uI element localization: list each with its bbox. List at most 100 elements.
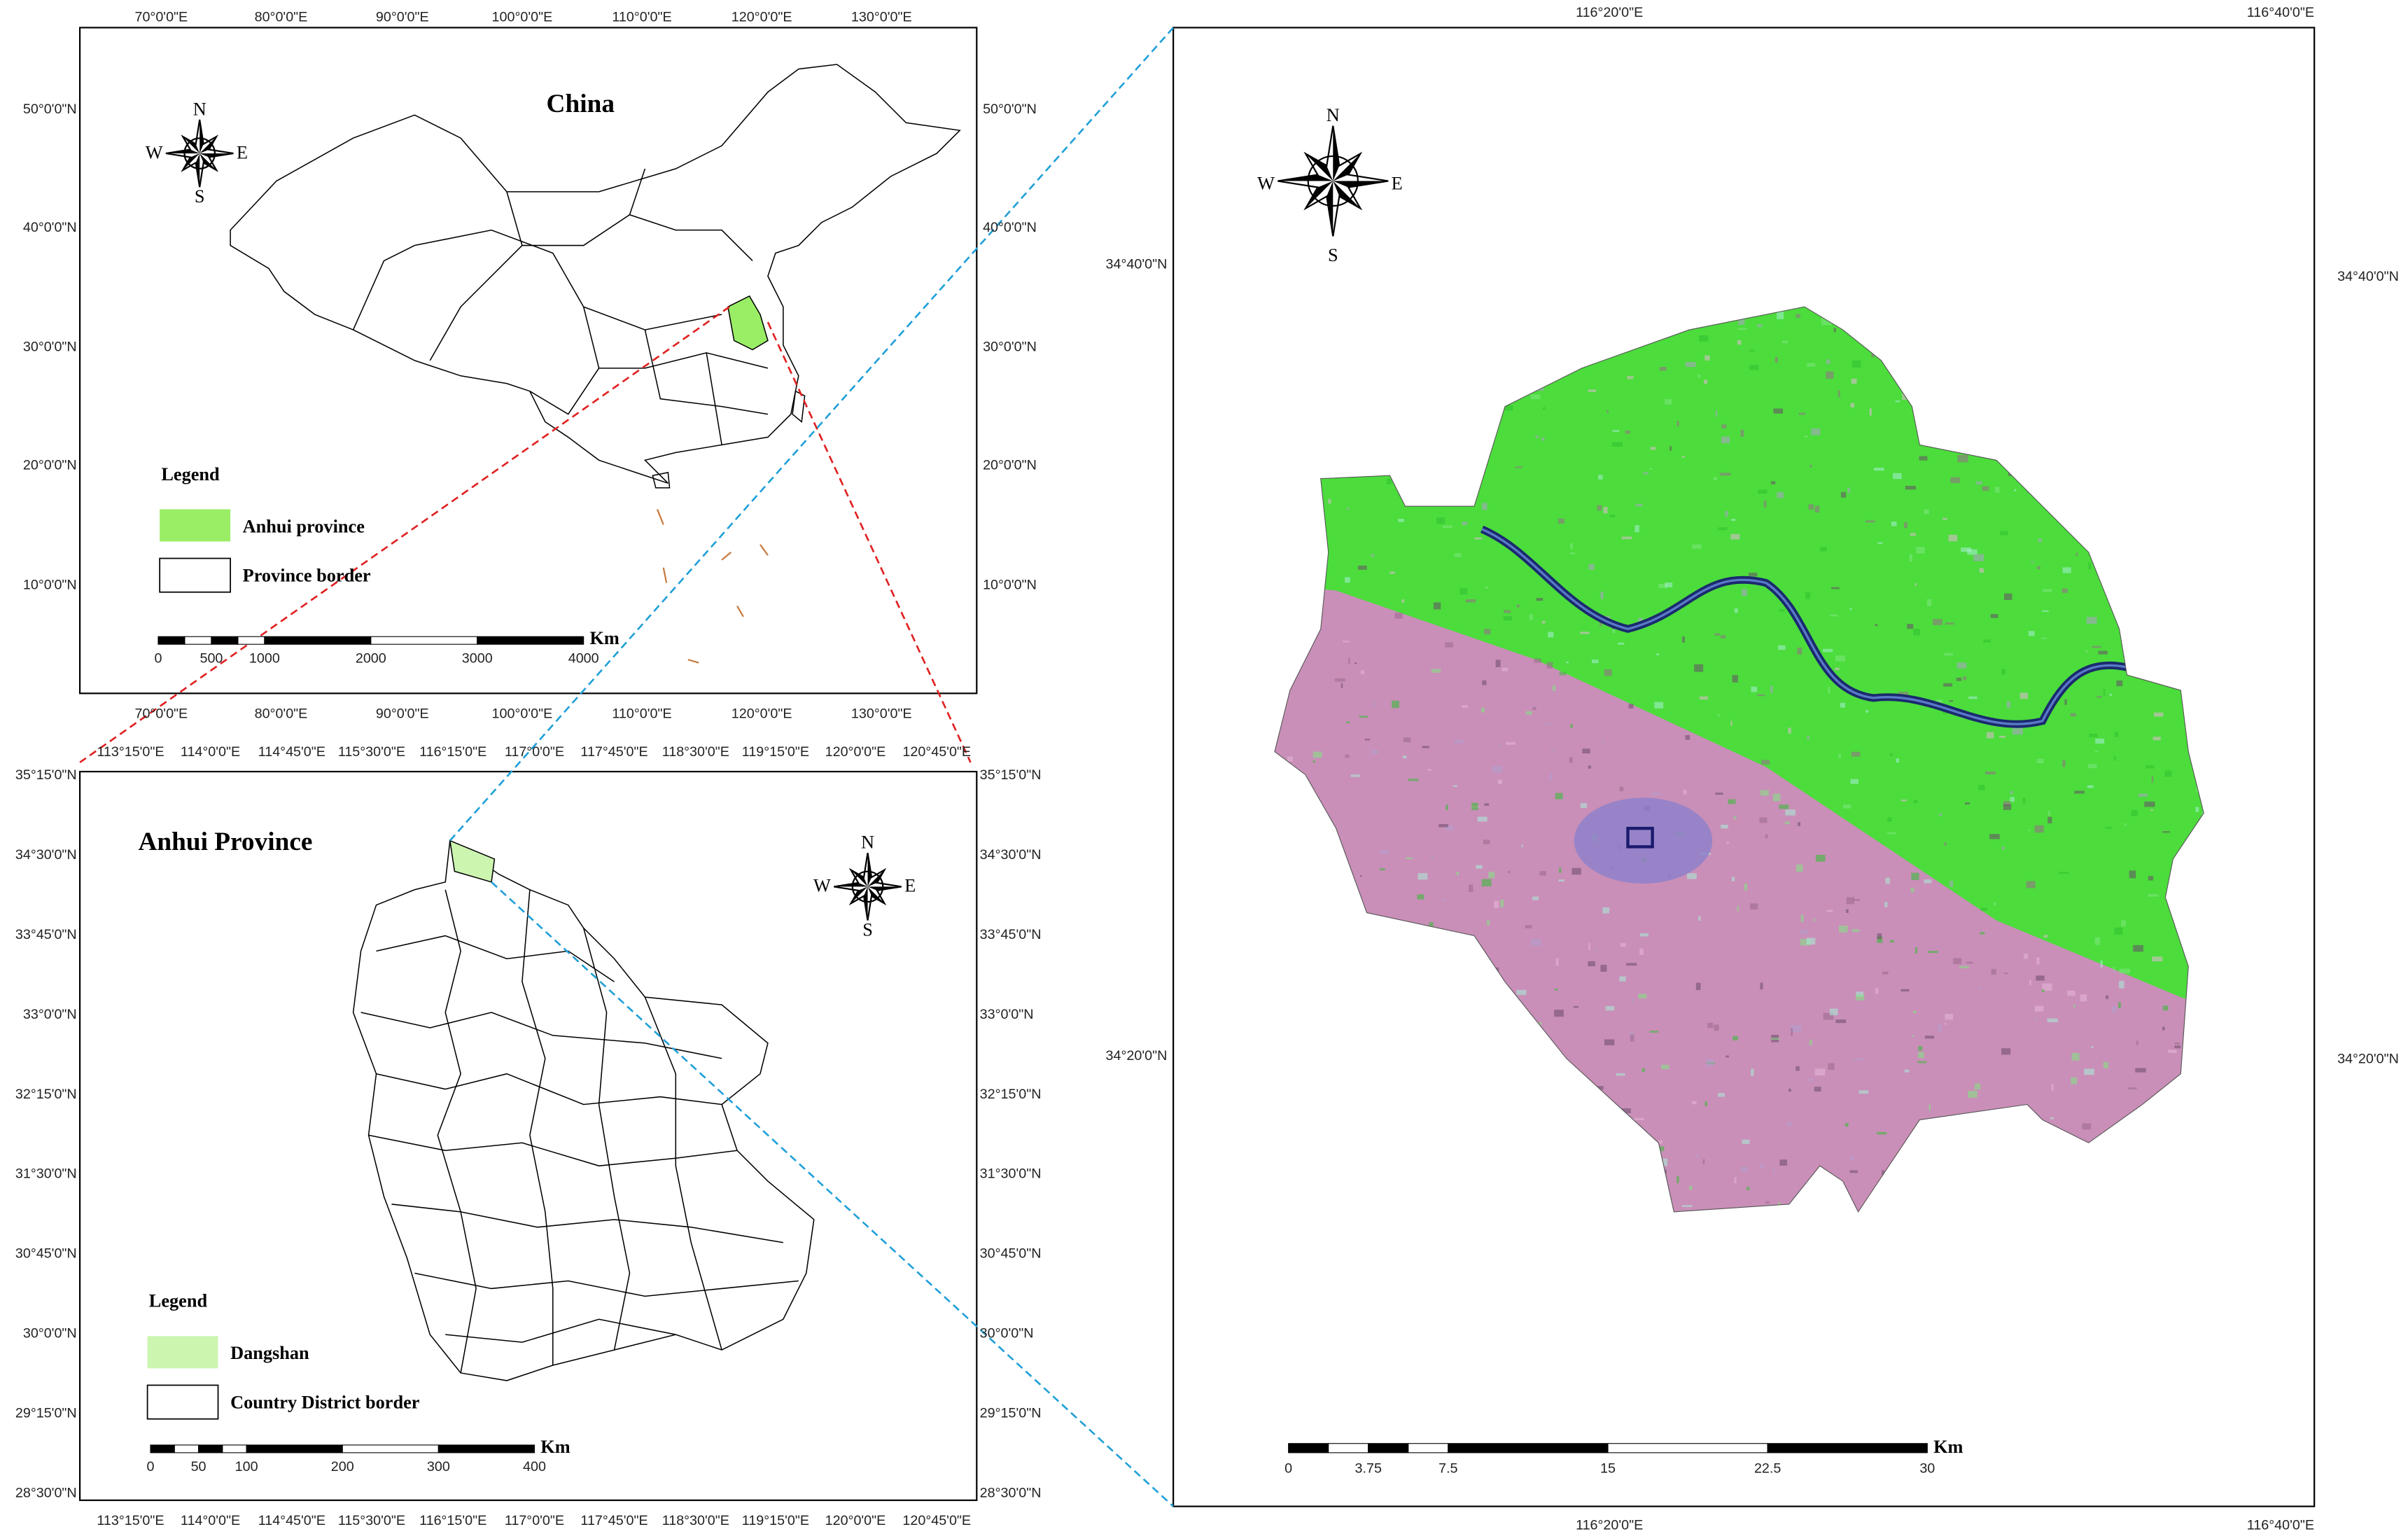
texture	[2113, 967, 2115, 971]
texture	[2028, 631, 2035, 636]
texture	[1771, 1038, 1780, 1040]
texture	[1485, 586, 1488, 589]
compass-ray	[165, 149, 200, 154]
texture	[1569, 552, 1576, 555]
texture	[1798, 412, 1806, 415]
texture	[1616, 1073, 1625, 1076]
texture	[1445, 642, 1454, 648]
texture	[1749, 365, 1759, 370]
texture	[2001, 1048, 2011, 1055]
texture	[2006, 701, 2011, 709]
lon-label: 117°45'0"E	[580, 744, 648, 760]
lon-label: 110°0'0"E	[612, 10, 671, 25]
lon-label: 117°0'0"E	[505, 1513, 564, 1528]
texture	[1418, 873, 1428, 880]
texture	[1634, 524, 1639, 533]
texture	[1422, 746, 1429, 748]
texture	[2162, 831, 2170, 833]
texture	[1713, 477, 1718, 480]
texture	[1484, 803, 1489, 806]
texture	[2073, 1004, 2076, 1007]
texture	[1933, 619, 1942, 625]
texture	[1442, 898, 1447, 901]
lon-label: 116°20'0"E	[1576, 1517, 1643, 1533]
texture	[1715, 410, 1718, 417]
texture	[1945, 622, 1954, 625]
texture	[1446, 804, 1448, 811]
texture	[2133, 944, 2143, 952]
texture	[1849, 607, 1852, 611]
lon-label: 113°15'0"E	[97, 744, 164, 760]
texture	[2026, 881, 2036, 888]
texture	[1742, 1139, 1750, 1144]
texture	[1371, 749, 1379, 755]
lat-label: 31°30'0"N	[980, 1166, 1042, 1182]
texture	[2162, 1026, 2165, 1031]
texture	[1865, 710, 1869, 713]
compass-ray	[863, 886, 868, 921]
texture	[1656, 653, 1660, 655]
lon-label: 117°0'0"E	[505, 744, 564, 760]
texture	[1611, 628, 1616, 634]
texture	[1811, 428, 1821, 435]
texture	[2034, 825, 2044, 833]
texture	[1839, 926, 1848, 933]
texture	[1619, 976, 1626, 982]
texture	[1851, 751, 1861, 757]
texture	[1744, 883, 1747, 891]
texture	[1748, 572, 1758, 577]
china-outline	[230, 64, 961, 664]
texture	[2064, 699, 2067, 705]
texture	[1877, 1131, 1887, 1135]
compass-ray	[200, 119, 204, 154]
lon-label: 113°15'0"E	[97, 1513, 164, 1528]
texture	[1596, 1086, 1604, 1090]
texture	[1604, 1039, 1615, 1045]
texture	[1688, 1185, 1693, 1190]
texture	[1815, 854, 1826, 862]
compass-ring	[1307, 155, 1359, 207]
texture	[2042, 983, 2052, 991]
texture	[1896, 758, 1900, 763]
scale-label: 15	[1600, 1460, 1616, 1476]
lat-label: 30°45'0"N	[980, 1246, 1042, 1262]
lat-label: 34°20'0"N	[2337, 1051, 2399, 1066]
texture	[1966, 961, 1973, 964]
scale-segment	[1448, 1443, 1609, 1453]
texture	[2135, 1068, 2146, 1073]
texture	[1737, 905, 1740, 912]
texture	[1650, 447, 1656, 450]
texture	[1312, 751, 1322, 758]
texture	[1507, 871, 1511, 873]
texture	[1856, 991, 1864, 997]
texture	[1658, 1140, 1662, 1144]
texture	[1371, 554, 1375, 557]
texture	[2147, 894, 2159, 897]
texture	[1676, 421, 1679, 426]
lat-label: 28°30'0"N	[980, 1485, 1042, 1500]
texture	[1532, 896, 1539, 900]
texture	[1763, 501, 1767, 508]
texture	[2089, 734, 2098, 737]
texture	[2096, 696, 2102, 698]
texture	[1682, 636, 1685, 643]
texture	[1431, 855, 1434, 860]
texture	[1541, 620, 1546, 624]
lon-label: 120°0'0"E	[732, 10, 792, 25]
texture	[1814, 1068, 1826, 1076]
texture	[1953, 958, 1962, 965]
texture	[1573, 1005, 1579, 1008]
texture	[1719, 473, 1731, 476]
texture	[2003, 972, 2008, 975]
texture	[1658, 583, 1668, 589]
texture	[2014, 489, 2017, 491]
scale-unit: Km	[1933, 1437, 1963, 1457]
scale-segment	[342, 1444, 439, 1453]
lat-label: 20°0'0"N	[983, 457, 1037, 473]
lon-label: 130°0'0"E	[851, 706, 912, 721]
texture	[1797, 648, 1802, 655]
texture	[1826, 359, 1830, 364]
texture	[1732, 675, 1738, 683]
texture	[1525, 925, 1532, 928]
